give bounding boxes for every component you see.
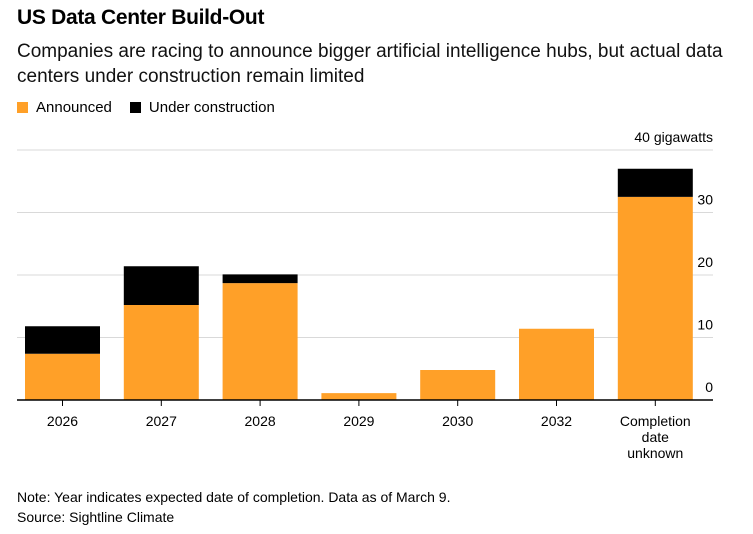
bar-announced xyxy=(123,305,199,400)
x-tick-label: Completion date unknown xyxy=(620,413,691,461)
bar-under-construction xyxy=(617,168,693,197)
x-tick-label: 2028 xyxy=(245,413,276,429)
y-tick-label: 0 xyxy=(705,379,713,395)
bar-announced xyxy=(420,370,496,400)
bar-announced xyxy=(519,328,594,400)
bar-announced xyxy=(617,196,693,400)
bar-announced xyxy=(321,393,397,400)
x-tick-label: 2026 xyxy=(47,413,78,429)
y-tick-label: 10 xyxy=(697,317,713,333)
legend-swatch-announced xyxy=(17,102,28,113)
chart-subtitle: Companies are racing to announce bigger … xyxy=(17,41,723,87)
x-tick-label: 2030 xyxy=(442,413,473,429)
chart-footnote: Note: Year indicates expected date of co… xyxy=(17,487,450,527)
y-tick-label: 40 gigawatts xyxy=(634,129,713,145)
legend-item-announced: Announced xyxy=(17,99,112,116)
chart-title: US Data Center Build-Out xyxy=(17,6,265,29)
bar-under-construction xyxy=(123,266,199,305)
legend-swatch-under-construction xyxy=(129,102,141,113)
source-text: Source: Sightline Climate xyxy=(17,509,175,525)
bar-announced xyxy=(25,353,100,400)
bar-under-construction xyxy=(222,274,298,284)
legend-item-under-construction: Under construction xyxy=(129,99,275,116)
x-tick-label: 2032 xyxy=(541,413,572,429)
x-tick-label: 2027 xyxy=(146,413,177,429)
x-tick-label: 2029 xyxy=(343,413,374,429)
bar-under-construction xyxy=(25,326,100,354)
legend-label-under-construction: Under construction xyxy=(148,99,275,116)
legend: Announced Under construction xyxy=(17,99,275,116)
y-tick-label: 20 xyxy=(697,254,713,270)
legend-label-announced: Announced xyxy=(36,99,112,116)
y-tick-label: 30 xyxy=(697,192,713,208)
bar-announced xyxy=(222,283,298,400)
note-text: Note: Year indicates expected date of co… xyxy=(17,489,451,505)
